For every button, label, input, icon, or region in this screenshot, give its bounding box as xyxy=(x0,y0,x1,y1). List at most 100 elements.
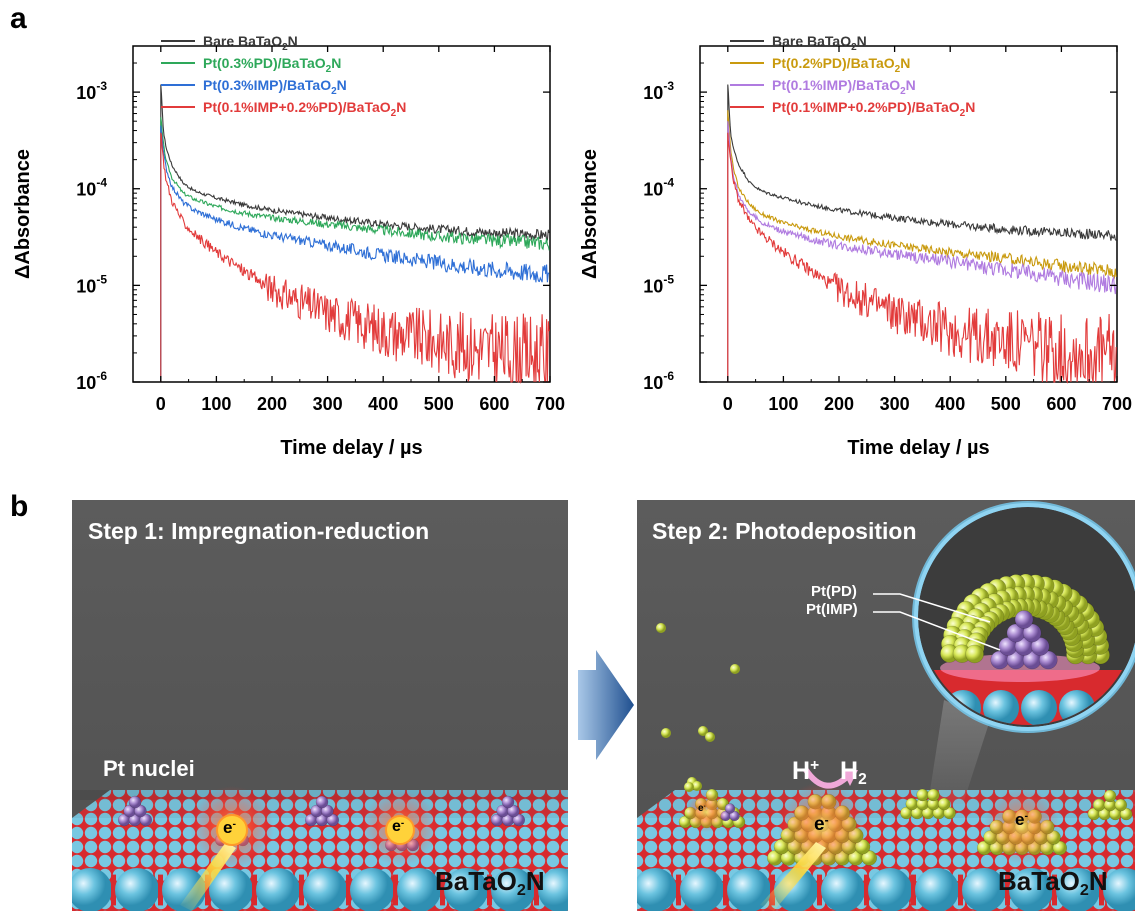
substrate-atom xyxy=(1009,868,1053,911)
pt-atom xyxy=(321,804,334,818)
substrate-atom xyxy=(868,868,912,911)
x-tick-label: 700 xyxy=(535,394,565,414)
step2-substrate-label: BaTaO2N xyxy=(998,866,1108,899)
substrate-atom-gap xyxy=(817,874,822,906)
legend-entry: Pt(0.3%PD)/BaTaO2N xyxy=(203,55,341,75)
zoom-pt-pd-atom xyxy=(965,644,984,664)
substrate-subscript: 2 xyxy=(516,881,526,900)
step1-title: Step 1: Impregnation-reduction xyxy=(88,518,430,544)
legend-entry: Bare BaTaO2N xyxy=(203,33,298,53)
x-axis-label: Time delay / µs xyxy=(847,437,989,459)
electron-charge: - xyxy=(232,818,236,831)
step2-electron-2: e- xyxy=(1015,810,1028,830)
pt-floating-atom xyxy=(661,728,671,738)
step2-electron-1: e- xyxy=(814,814,829,836)
pt-floating-atom xyxy=(698,726,708,736)
x-tick-label: 500 xyxy=(424,394,454,414)
electron-charge: - xyxy=(703,802,706,810)
substrate-name-post: N xyxy=(525,866,545,896)
legend-entry: Pt(0.3%IMP)/BaTaO2N xyxy=(203,77,347,97)
pt-pd-label: Pt(PD) xyxy=(811,583,857,600)
y-axis-label: ΔAbsorbance xyxy=(579,149,601,279)
step2-title: Step 2: Photodeposition xyxy=(652,518,917,544)
substrate-atom-gap xyxy=(534,874,539,906)
series-line xyxy=(727,132,1117,384)
legend-entry: Pt(0.1%IMP+0.2%PD)/BaTaO2N xyxy=(772,99,975,119)
series-line xyxy=(727,110,1117,382)
substrate-atom xyxy=(209,868,253,911)
pt-atom xyxy=(139,813,153,827)
substrate-atom xyxy=(491,868,535,911)
substrate-atom-gap xyxy=(158,874,163,906)
pt-atom xyxy=(724,803,736,814)
electron-symbol: e xyxy=(223,818,233,837)
substrate-atom-gap xyxy=(346,874,351,906)
x-tick-label: 300 xyxy=(313,394,343,414)
pt-atom xyxy=(916,788,929,802)
legend-entry: Pt(0.1%IMP+0.2%PD)/BaTaO2N xyxy=(203,99,406,119)
substrate-atom-gap xyxy=(440,874,445,906)
x-tick-label: 200 xyxy=(824,394,854,414)
substrate-atom-gap xyxy=(252,874,257,906)
substrate-atom xyxy=(303,868,347,911)
proton-charge: + xyxy=(810,757,820,775)
pt-atom xyxy=(128,795,142,809)
substrate-atom-gap xyxy=(393,874,398,906)
pt-floating-atom xyxy=(684,782,694,792)
zoom-substrate-atom xyxy=(983,690,1019,725)
pt-atom xyxy=(1103,789,1117,803)
x-tick-label: 700 xyxy=(1102,394,1132,414)
pt-imp-label: Pt(IMP) xyxy=(806,601,858,618)
x-axis-label: Time delay / µs xyxy=(280,437,422,459)
series-line xyxy=(160,84,550,382)
transient-absorption-chart-left: 0 100 200 300 400 500 600 70010-610-510-410-3Ti… xyxy=(12,33,565,459)
electron-charge: - xyxy=(824,813,829,827)
pt-atom xyxy=(1030,637,1050,656)
pt-atom xyxy=(1119,807,1133,821)
substrate-atom xyxy=(727,868,771,911)
substrate-atom-gap xyxy=(111,874,116,906)
substrate-atom xyxy=(538,868,568,911)
series-line xyxy=(160,125,550,382)
series-line xyxy=(160,117,550,382)
substrate-name-pre: BaTaO xyxy=(435,866,517,896)
pt-atom xyxy=(134,804,147,818)
pt-atom xyxy=(1092,798,1106,812)
substrate-atom-gap xyxy=(676,874,681,906)
y-tick-label: 10-3 xyxy=(643,79,674,103)
electron-symbol: e xyxy=(814,814,825,835)
step1-substrate-label: BaTaO2N xyxy=(435,866,545,900)
y-axis-label: ΔAbsorbance xyxy=(12,149,34,279)
pt-atom xyxy=(1114,798,1128,812)
y-tick-label: 10-3 xyxy=(76,79,107,103)
pt-atom xyxy=(507,804,520,818)
zoom-substrate-atom xyxy=(1021,690,1057,725)
hydrogen-label: H2 xyxy=(840,757,867,788)
y-tick-label: 10-5 xyxy=(643,272,674,296)
x-tick-label: 100 xyxy=(768,394,798,414)
plot-frame xyxy=(132,45,551,383)
pt-atom xyxy=(512,813,526,827)
x-tick-label: 600 xyxy=(479,394,509,414)
transient-absorption-chart-right: 0 100 200 300 400 500 600 70010-610-510-410-3Ti… xyxy=(579,33,1132,459)
substrate-atom xyxy=(256,868,300,911)
step2-panel xyxy=(637,500,1135,911)
step2-electron-3: e- xyxy=(698,803,706,814)
step-arrow-icon xyxy=(578,650,634,760)
substrate-atom-gap xyxy=(958,874,963,906)
x-tick-label: 400 xyxy=(935,394,965,414)
pt-atom xyxy=(905,797,919,811)
x-tick-label: 0 xyxy=(723,394,733,414)
pt-atom xyxy=(729,810,740,822)
legend-entry: Pt(0.2%PD)/BaTaO2N xyxy=(772,55,910,75)
x-tick-label: 500 xyxy=(991,394,1021,414)
substrate-atom-gap xyxy=(911,874,916,906)
electron-symbol: e xyxy=(392,818,401,835)
substrate-atom xyxy=(637,868,677,911)
substrate-atom-gap xyxy=(205,874,210,906)
pt-floating-atom xyxy=(692,781,702,791)
substrate-atom xyxy=(444,868,488,911)
substrate-atom xyxy=(350,868,394,911)
step1-electron-2: e- xyxy=(392,818,404,836)
